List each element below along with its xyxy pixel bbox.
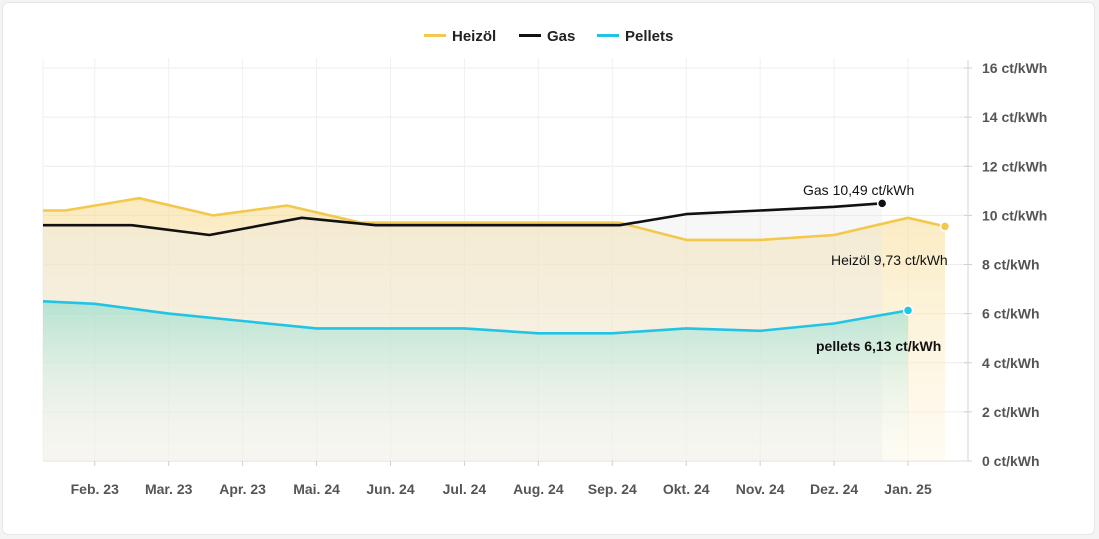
heizoel-line: [43, 196, 946, 242]
legend-label-heizoel: Heizöl: [452, 28, 496, 45]
pellets-line: [42, 300, 909, 335]
y-tick-label: 8 ct/kWh: [982, 257, 1040, 273]
x-tick-label: Feb. 23: [71, 481, 119, 497]
y-tick-label: 12 ct/kWh: [982, 158, 1047, 174]
x-tick-label: Aug. 24: [513, 481, 564, 497]
y-tick-label: 4 ct/kWh: [982, 355, 1040, 371]
y-tick-label: 16 ct/kWh: [982, 60, 1047, 76]
x-tick-label: Apr. 23: [219, 481, 266, 497]
pellets-end-marker[interactable]: [902, 305, 914, 316]
pellets-area: [43, 301, 909, 461]
x-tick-label: Mai. 24: [293, 481, 340, 497]
legend-label-pellets: Pellets: [625, 28, 673, 45]
y-tick-label: 0 ct/kWh: [982, 453, 1040, 469]
x-tick-label: Nov. 24: [736, 481, 785, 497]
heizoel-annotation: Heizöl 9,73 ct/kWh: [831, 252, 948, 268]
heizoel-end-marker[interactable]: [939, 221, 951, 232]
y-tick-label: 14 ct/kWh: [982, 109, 1047, 125]
legend: Heizöl Gas Pellets: [424, 28, 673, 45]
series-lines: [42, 196, 951, 335]
gas-annotation: Gas 10,49 ct/kWh: [803, 182, 914, 198]
gas-line: [43, 202, 883, 237]
legend-item-pellets[interactable]: Pellets: [597, 28, 673, 45]
x-tick-label: Mar. 23: [145, 481, 193, 497]
axis-labels: 0 ct/kWh 2 ct/kWh 4 ct/kWh 6 ct/kWh 8 ct/kWh…: [71, 60, 1048, 497]
legend-item-gas[interactable]: Gas: [519, 28, 575, 45]
legend-label-gas: Gas: [547, 28, 575, 45]
pellets-annotation: pellets 6,13 ct/kWh: [816, 338, 941, 354]
y-tick-label: 10 ct/kWh: [982, 207, 1047, 223]
x-tick-label: Okt. 24: [663, 481, 710, 497]
y-tick-label: 2 ct/kWh: [982, 404, 1040, 420]
x-tick-label: Jun. 24: [366, 481, 414, 497]
x-tick-label: Sep. 24: [588, 481, 637, 497]
x-tick-label: Jan. 25: [884, 481, 932, 497]
x-tick-label: Dez. 24: [810, 481, 858, 497]
gas-end-marker[interactable]: [876, 198, 888, 209]
x-tick-label: Jul. 24: [443, 481, 487, 497]
legend-item-heizoel[interactable]: Heizöl: [424, 28, 496, 45]
y-tick-label: 6 ct/kWh: [982, 306, 1040, 322]
